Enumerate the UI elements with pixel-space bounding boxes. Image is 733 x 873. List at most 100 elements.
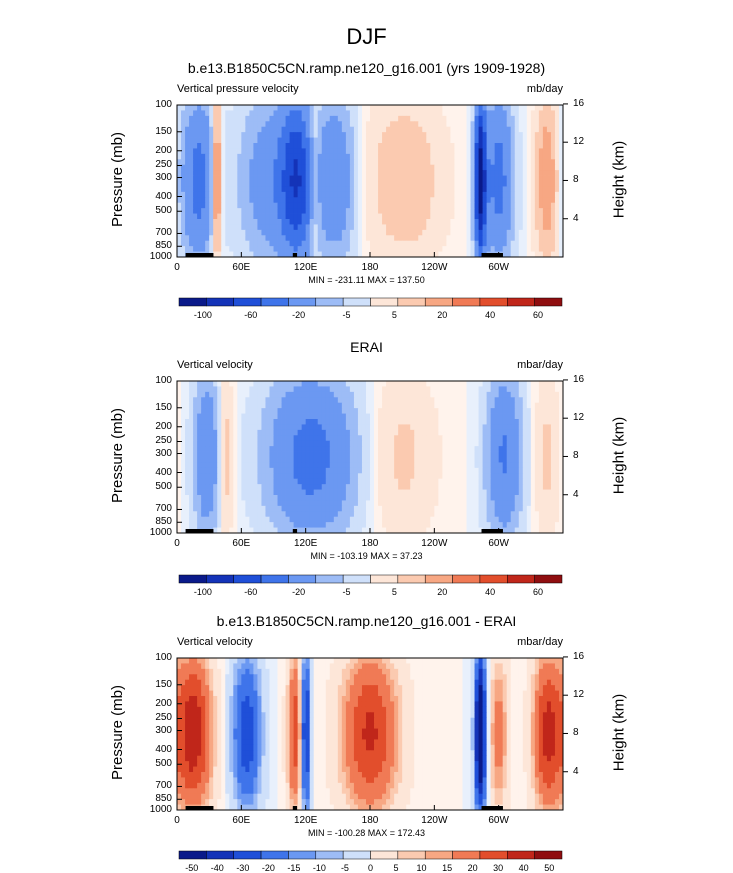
- heatmap-cell: [534, 500, 540, 507]
- heatmap-cell: [438, 402, 443, 409]
- heatmap-cell: [454, 159, 459, 166]
- heatmap-cell: [181, 484, 186, 490]
- heatmap-cell: [357, 132, 363, 138]
- heatmap-cell: [313, 462, 319, 469]
- heatmap-cell: [542, 408, 548, 414]
- heatmap-cell: [185, 424, 190, 431]
- heatmap-cell: [365, 148, 371, 155]
- heatmap-cell: [506, 246, 512, 252]
- heatmap-cell: [217, 391, 222, 398]
- heatmap-cell: [474, 197, 479, 204]
- heatmap-cell: [554, 170, 560, 176]
- heatmap-cell: [466, 126, 471, 133]
- heatmap-cell: [293, 229, 299, 236]
- heatmap-cell: [205, 451, 210, 458]
- heatmap-cell: [502, 495, 508, 501]
- heatmap-cell: [430, 208, 435, 214]
- heatmap-cell: [261, 391, 266, 398]
- heatmap-cell: [313, 121, 319, 128]
- heatmap-cell: [285, 467, 290, 474]
- heatmap-cell: [309, 467, 315, 474]
- heatmap-cell: [558, 110, 564, 117]
- heatmap-cell: [410, 164, 415, 171]
- heatmap-cell: [349, 495, 355, 501]
- heatmap-cell: [534, 148, 540, 155]
- heatmap-cell: [434, 208, 439, 214]
- heatmap-cell: [482, 126, 487, 133]
- heatmap-cell: [522, 419, 528, 425]
- heatmap-cell: [237, 224, 242, 231]
- heatmap-cell: [365, 213, 371, 220]
- heatmap-cell: [357, 489, 363, 496]
- heatmap-cell: [273, 451, 278, 458]
- heatmap-cell: [386, 484, 391, 490]
- heatmap-cell: [470, 429, 475, 436]
- heatmap-cell: [193, 164, 198, 171]
- heatmap-cell: [193, 159, 198, 166]
- heatmap-cell: [446, 132, 451, 138]
- heatmap-cell: [229, 451, 234, 458]
- heatmap-cell: [498, 164, 504, 171]
- heatmap-cell: [181, 467, 186, 474]
- heatmap-cell: [498, 484, 504, 490]
- heatmap-cell: [177, 115, 182, 122]
- heatmap-cell: [309, 505, 315, 512]
- colorbar-swatch: [342, 297, 371, 307]
- heatmap-cell: [498, 235, 504, 242]
- heatmap-cell: [414, 413, 419, 420]
- heatmap-cell: [185, 132, 190, 138]
- heatmap-cell: [285, 473, 290, 480]
- heatmap-cell: [474, 424, 479, 431]
- heatmap-cell: [398, 213, 403, 220]
- heatmap-cell: [374, 495, 379, 501]
- heatmap-cell: [361, 121, 367, 128]
- heatmap-cell: [434, 175, 439, 182]
- heatmap-cell: [558, 391, 564, 398]
- heatmap-cell: [193, 484, 198, 490]
- heatmap-cell: [394, 462, 399, 469]
- heatmap-cell: [233, 143, 238, 149]
- heatmap-cell: [197, 489, 202, 496]
- heatmap-cell: [309, 435, 315, 442]
- heatmap-cell: [281, 500, 286, 507]
- heatmap-cell: [213, 413, 218, 420]
- heatmap-cell: [418, 229, 423, 236]
- heatmap-cell: [514, 424, 520, 431]
- heatmap-cell: [398, 413, 403, 420]
- heatmap-cell: [382, 170, 387, 176]
- heatmap-cell: [241, 197, 246, 204]
- heatmap-cell: [434, 170, 439, 176]
- heatmap-cell: [450, 467, 455, 474]
- heatmap-cell: [317, 197, 323, 204]
- heatmap-cell: [221, 435, 226, 442]
- heatmap-cell: [534, 446, 540, 452]
- heatmap-cell: [558, 197, 564, 204]
- heatmap-cell: [402, 132, 407, 138]
- heatmap-cell: [289, 446, 294, 452]
- heatmap-cell: [345, 424, 351, 431]
- heatmap-cell: [337, 191, 343, 198]
- heatmap-cell: [181, 132, 186, 138]
- heatmap-cell: [357, 446, 363, 452]
- heatmap-cell: [281, 240, 286, 247]
- heatmap-cell: [361, 175, 367, 182]
- heatmap-cell: [538, 219, 544, 225]
- heatmap-cell: [205, 408, 210, 414]
- heatmap-cell: [305, 175, 311, 182]
- heatmap-cell: [293, 413, 299, 420]
- heatmap-cell: [365, 186, 371, 193]
- heatmap-cell: [394, 446, 399, 452]
- heatmap-cell: [325, 159, 331, 166]
- heatmap-cell: [281, 381, 286, 387]
- heatmap-cell: [197, 105, 202, 111]
- heatmap-cell: [321, 462, 327, 469]
- heatmap-cell: [546, 219, 552, 225]
- heatmap-cell: [558, 235, 564, 242]
- heatmap-cell: [245, 105, 250, 111]
- heatmap-cell: [386, 424, 391, 431]
- heatmap-cell: [361, 462, 367, 469]
- heatmap-cell: [486, 153, 492, 160]
- heatmap-cell: [478, 408, 483, 414]
- heatmap-cell: [265, 175, 270, 182]
- heatmap-cell: [205, 208, 210, 214]
